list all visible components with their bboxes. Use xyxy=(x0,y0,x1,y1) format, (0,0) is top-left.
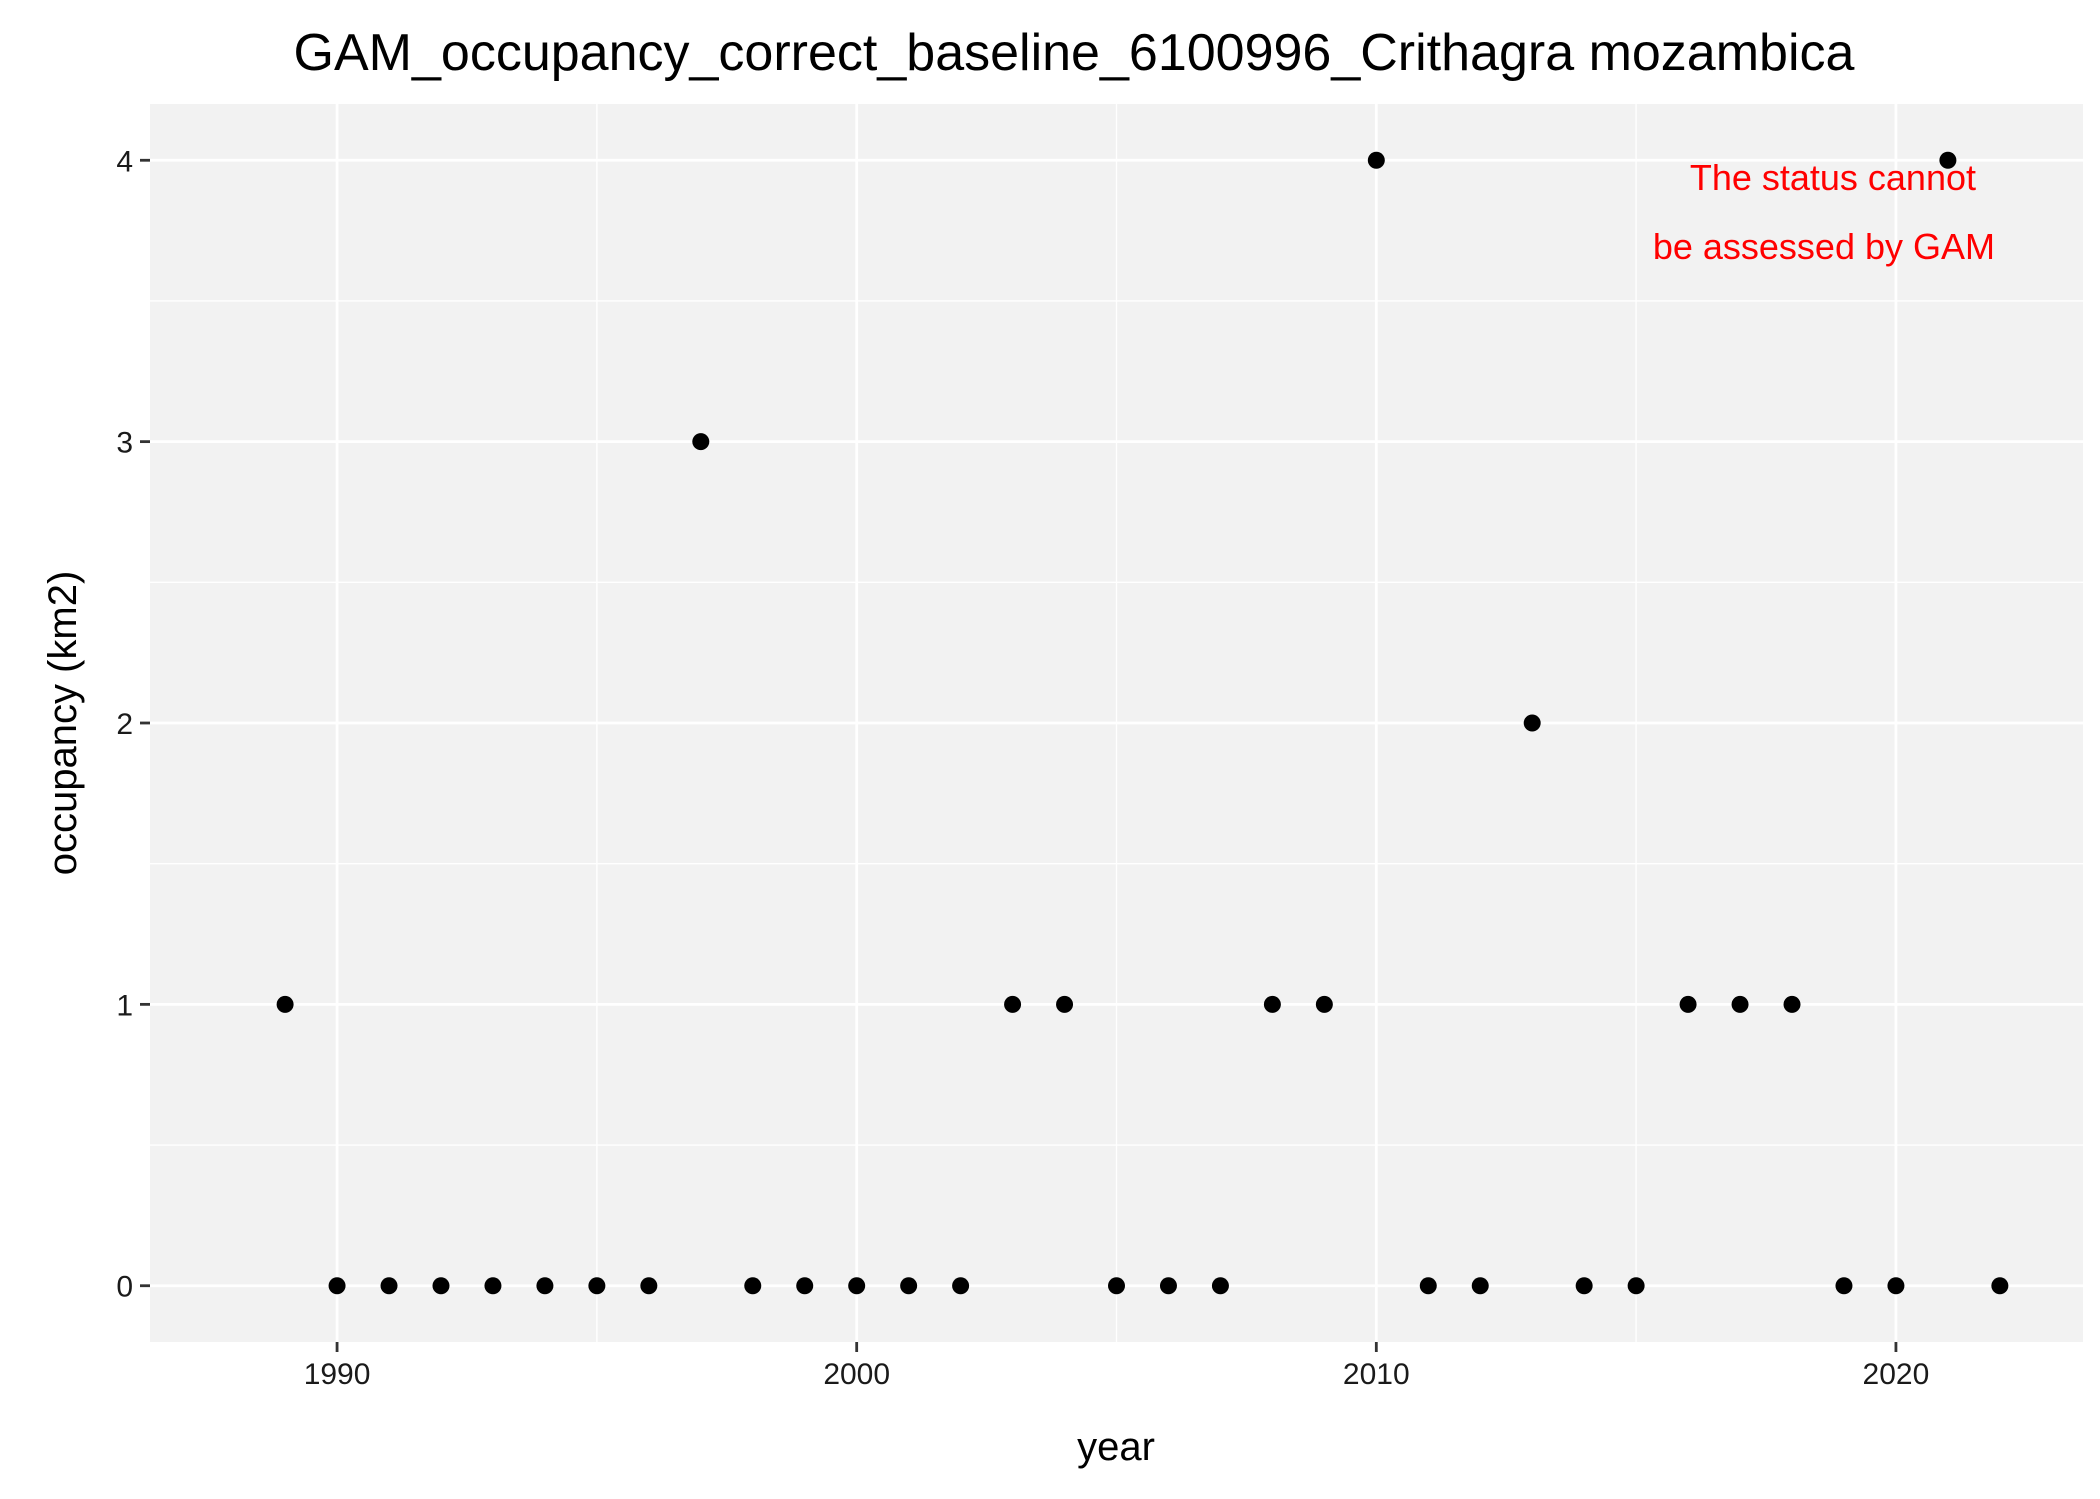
annotation-line-2: be assessed by GAM xyxy=(1653,226,1995,267)
data-point xyxy=(952,1277,970,1295)
data-point xyxy=(1367,151,1385,169)
data-point xyxy=(848,1277,866,1295)
data-point xyxy=(328,1277,346,1295)
data-point xyxy=(744,1277,762,1295)
data-point xyxy=(1731,995,1749,1013)
data-point xyxy=(1939,151,1957,169)
data-point xyxy=(380,1277,398,1295)
data-point xyxy=(1159,1277,1177,1295)
x-tick-label: 2010 xyxy=(1343,1358,1410,1391)
data-point xyxy=(1835,1277,1853,1295)
data-point xyxy=(900,1277,918,1295)
annotation-line-1: The status cannot xyxy=(1690,157,1976,198)
data-point xyxy=(796,1277,814,1295)
data-point xyxy=(1887,1277,1905,1295)
data-point xyxy=(1263,995,1281,1013)
x-tick-label: 2000 xyxy=(823,1358,890,1391)
data-point xyxy=(484,1277,502,1295)
x-tick-label: 1990 xyxy=(304,1358,371,1391)
x-tick-label: 2020 xyxy=(1863,1358,1930,1391)
y-tick-label: 2 xyxy=(116,708,133,741)
data-point xyxy=(588,1277,606,1295)
grid-lines xyxy=(150,104,2083,1342)
data-point xyxy=(1471,1277,1489,1295)
data-point xyxy=(1523,714,1541,732)
data-point xyxy=(1783,995,1801,1013)
data-point xyxy=(1056,995,1074,1013)
data-point xyxy=(1627,1277,1645,1295)
data-point xyxy=(536,1277,554,1295)
data-point xyxy=(1108,1277,1125,1295)
data-point xyxy=(640,1277,658,1295)
data-point xyxy=(1419,1277,1437,1295)
y-tick-label: 0 xyxy=(116,1271,133,1304)
x-axis-title: year xyxy=(1077,1425,1155,1469)
y-tick-label: 3 xyxy=(116,427,133,460)
chart-title: GAM_occupancy_correct_baseline_6100996_C… xyxy=(294,24,1855,82)
y-tick-label: 4 xyxy=(116,145,133,178)
y-tick-label: 1 xyxy=(116,989,133,1022)
data-point xyxy=(1679,995,1697,1013)
data-point xyxy=(1004,995,1022,1013)
data-point xyxy=(1575,1277,1593,1295)
data-point xyxy=(692,433,710,451)
data-point xyxy=(1315,995,1333,1013)
y-axis-title: occupancy (km2) xyxy=(41,571,85,876)
data-point xyxy=(1211,1277,1229,1295)
data-points xyxy=(276,151,2009,1295)
data-point xyxy=(432,1277,450,1295)
axis-ticks: 1990 2000 2010 2020 0 1 2 3 4 xyxy=(116,145,1929,1391)
data-point xyxy=(276,995,294,1013)
data-point xyxy=(1991,1277,2009,1295)
